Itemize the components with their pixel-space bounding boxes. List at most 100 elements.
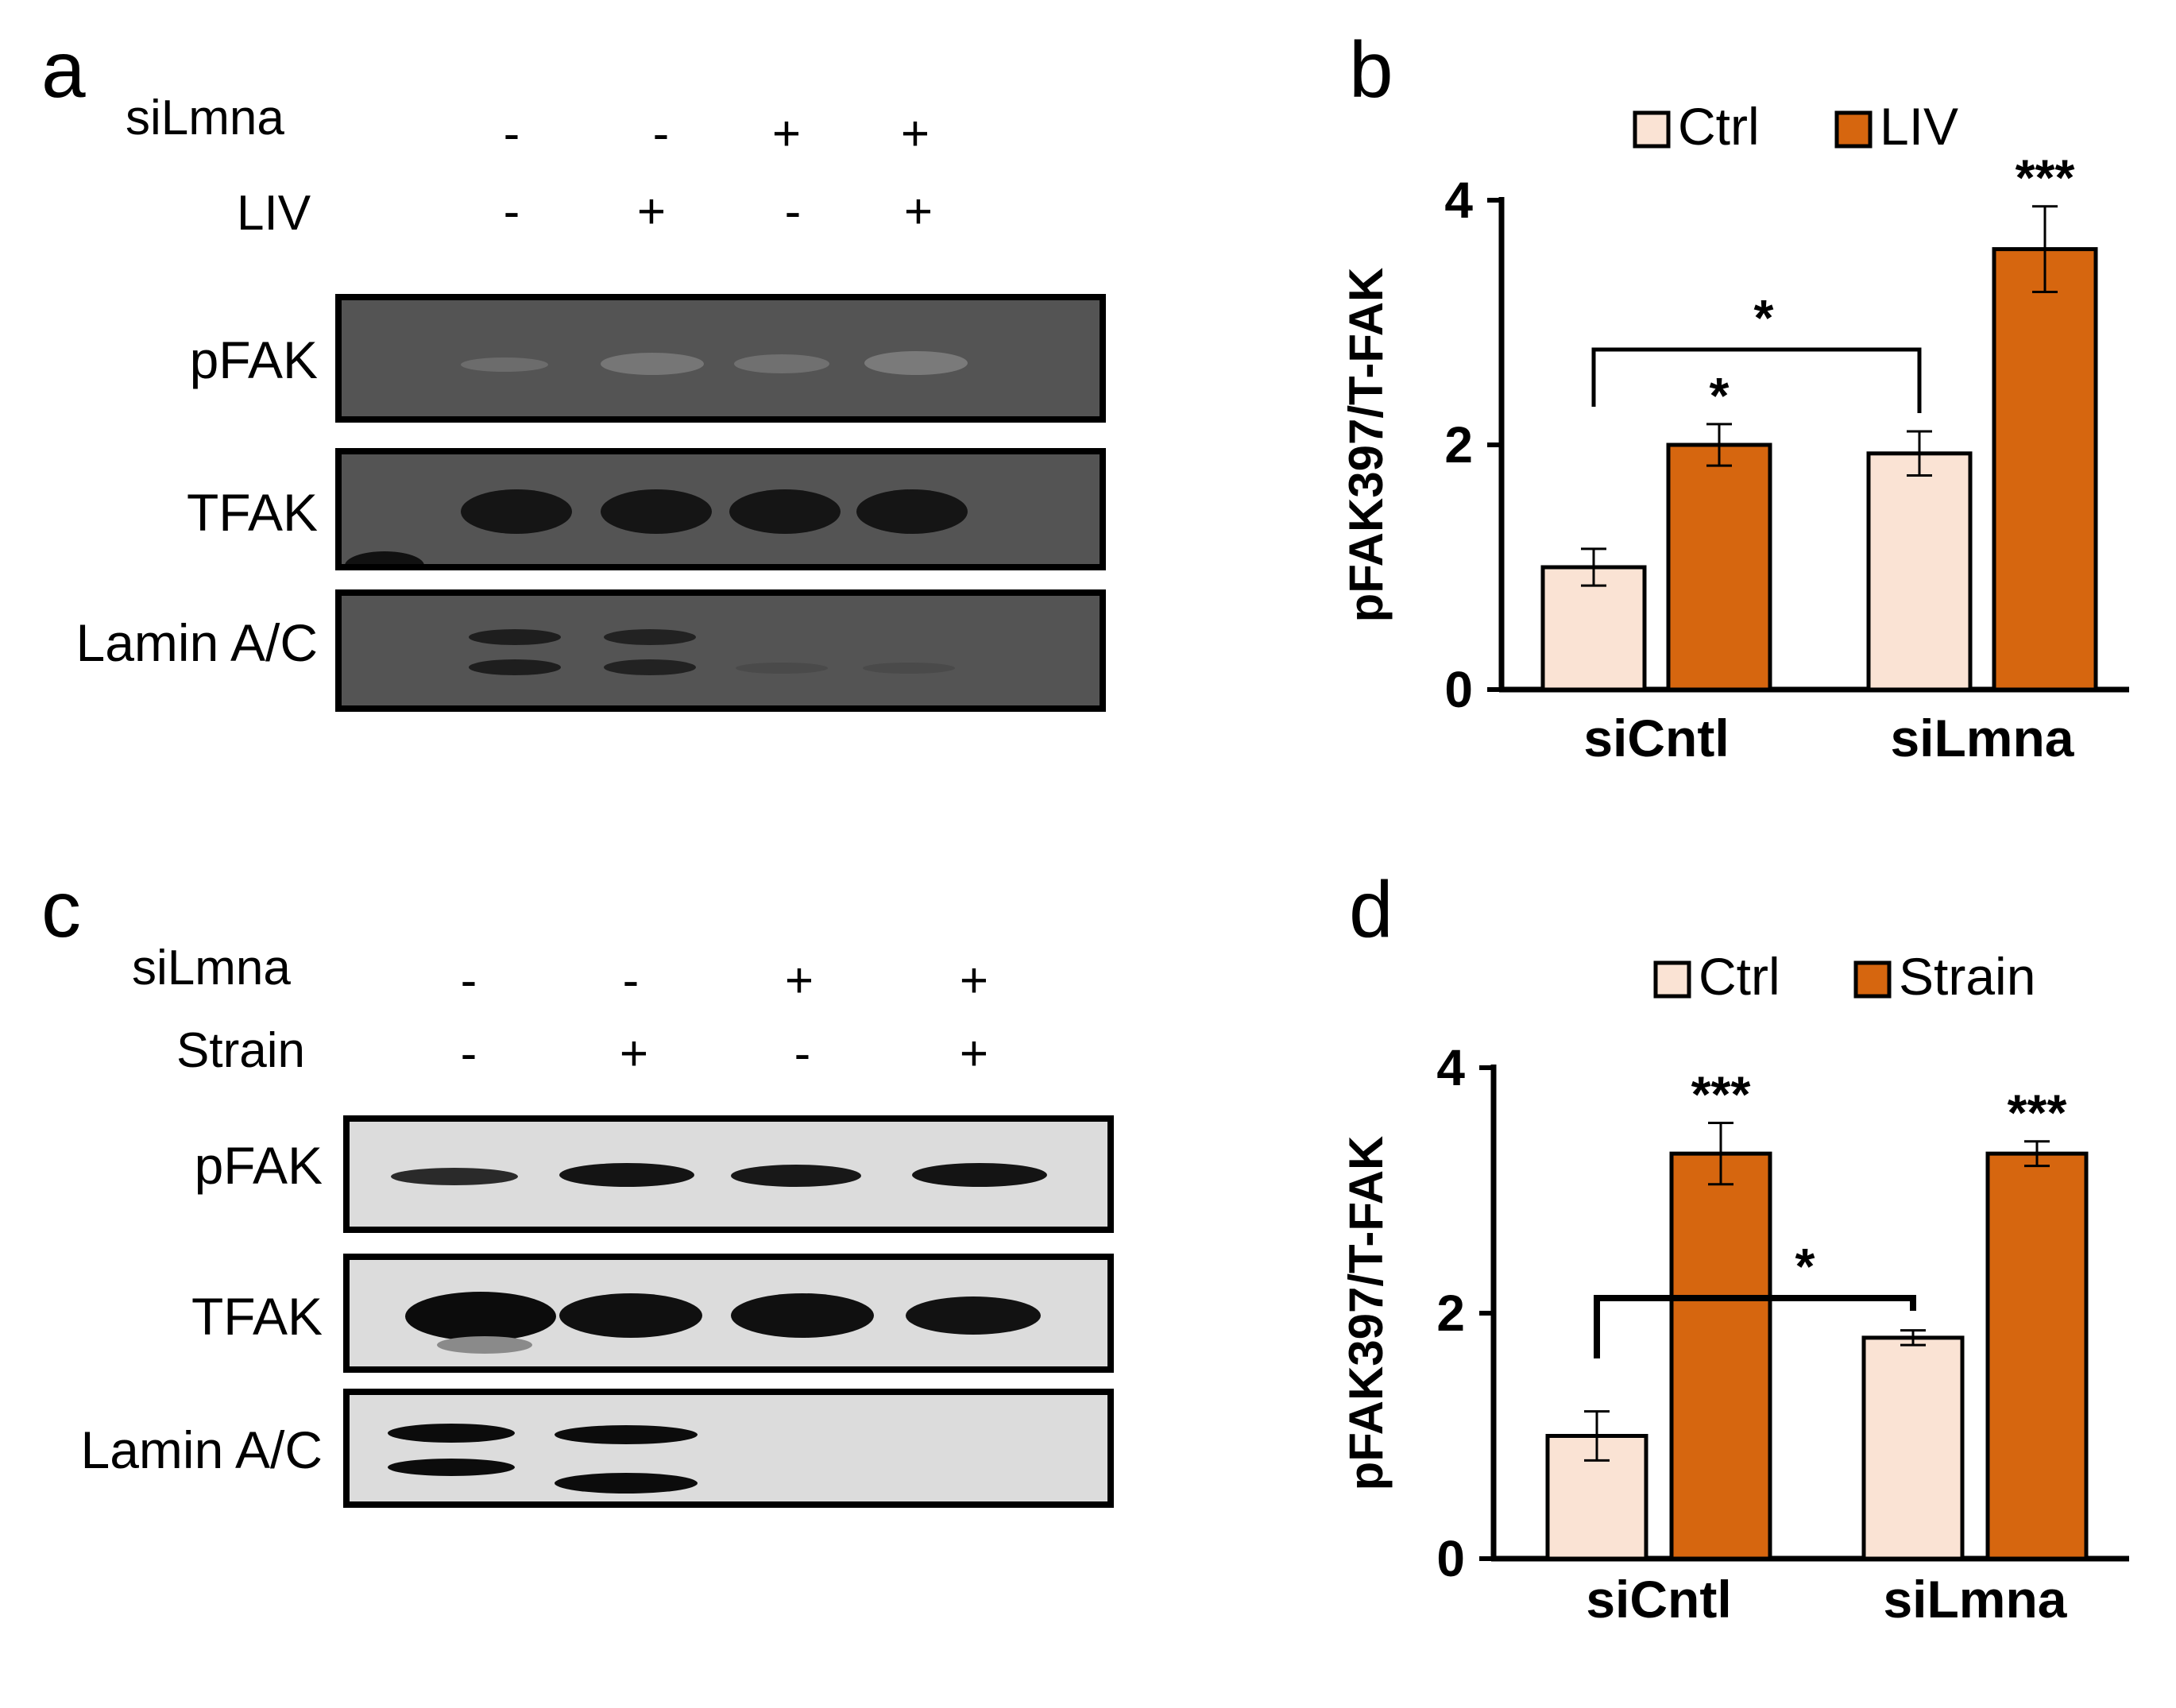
condition-sign: - xyxy=(622,953,640,1008)
blot-label-pfak: pFAK xyxy=(189,330,318,389)
condition-sign: + xyxy=(619,1026,649,1081)
condition-sign: - xyxy=(503,106,520,161)
legend-label: Strain xyxy=(1899,947,2035,1006)
y-tick-label: 4 xyxy=(1444,172,1473,229)
band xyxy=(388,1424,515,1443)
chart-b: Ctrl LIV 0 2 4 pFAK397/T-FAK * siCntl *** siLmna * xyxy=(1339,97,2129,767)
panel-letter-b: b xyxy=(1349,25,1393,114)
panel-letter-d: d xyxy=(1349,865,1393,954)
condition-sign: + xyxy=(959,1026,989,1081)
band xyxy=(856,489,968,534)
legend-label: Ctrl xyxy=(1678,97,1760,156)
bracket-significance-label: * xyxy=(1754,289,1774,346)
band xyxy=(864,351,968,375)
condition-label-silmna: siLmna xyxy=(132,941,291,995)
blot-lamin xyxy=(343,1389,1114,1508)
band xyxy=(912,1163,1047,1187)
blot-tfak xyxy=(343,1254,1114,1373)
band xyxy=(391,1168,518,1185)
x-category-label: siCntl xyxy=(1586,1570,1731,1629)
y-tick-label: 2 xyxy=(1436,1285,1465,1342)
band xyxy=(405,1292,556,1341)
legend-swatch xyxy=(1653,960,1691,999)
x-category-label: siLmna xyxy=(1890,709,2074,767)
condition-sign: - xyxy=(794,1026,811,1081)
blot-tfak xyxy=(335,448,1106,570)
x-category-label: siCntl xyxy=(1583,709,1729,767)
condition-label-silmna: siLmna xyxy=(126,91,284,145)
band xyxy=(555,1425,698,1444)
condition-label-liv: LIV xyxy=(237,186,311,241)
band xyxy=(555,1473,698,1494)
condition-label-strain: Strain xyxy=(176,1023,305,1078)
band xyxy=(731,1293,874,1338)
band xyxy=(736,663,828,674)
band xyxy=(729,489,841,534)
band xyxy=(559,1163,694,1187)
bar xyxy=(1666,442,1772,692)
y-tick-label: 4 xyxy=(1436,1039,1465,1096)
legend-swatch xyxy=(1633,110,1671,149)
bar xyxy=(1992,247,2098,692)
bar xyxy=(1985,1151,2089,1561)
blot-label-lamin: Lamin A/C xyxy=(75,613,318,672)
y-axis-label: pFAK397/T-FAK xyxy=(1339,268,1393,623)
band xyxy=(601,489,712,534)
significance-label: *** xyxy=(2008,1084,2067,1142)
band xyxy=(559,1293,702,1338)
blot-pfak xyxy=(335,294,1106,423)
legend-swatch xyxy=(1853,960,1892,999)
condition-sign: - xyxy=(503,184,520,239)
condition-sign: + xyxy=(784,953,814,1008)
blot-label-pfak: pFAK xyxy=(194,1136,323,1195)
band xyxy=(437,1336,532,1354)
y-tick-label: 2 xyxy=(1444,416,1473,473)
band xyxy=(461,489,572,534)
band xyxy=(469,659,561,675)
blot-lamin xyxy=(335,589,1106,712)
legend-swatch xyxy=(1834,110,1873,149)
comparison-bracket xyxy=(1591,347,1922,413)
band xyxy=(734,354,829,373)
condition-sign: - xyxy=(460,1026,477,1081)
band xyxy=(906,1296,1041,1335)
significance-label: *** xyxy=(2016,149,2075,207)
bar xyxy=(1861,1335,1965,1561)
bracket-significance-label: * xyxy=(1795,1238,1815,1295)
chart-d: Ctrl Strain 0 2 4 pFAK397/T-FAK *** siCntl *** si… xyxy=(1339,947,2129,1629)
panel-letter-a: a xyxy=(41,25,86,114)
legend-label: Ctrl xyxy=(1699,947,1780,1006)
band xyxy=(731,1165,861,1187)
blot-pfak xyxy=(343,1115,1114,1233)
bar xyxy=(1866,451,1973,692)
bar xyxy=(1540,565,1647,692)
condition-sign: - xyxy=(784,184,802,239)
band xyxy=(388,1459,515,1476)
blot-label-tfak: TFAK xyxy=(186,483,318,542)
y-tick-label: 0 xyxy=(1444,661,1473,718)
significance-label: *** xyxy=(1691,1066,1751,1123)
blot-label-tfak: TFAK xyxy=(191,1287,323,1346)
condition-sign: + xyxy=(771,106,802,161)
legend-label: LIV xyxy=(1880,97,1958,156)
y-axis-label: pFAK397/T-FAK xyxy=(1339,1136,1393,1491)
condition-sign: + xyxy=(636,184,667,239)
blot-label-lamin: Lamin A/C xyxy=(80,1420,323,1479)
band xyxy=(461,357,548,372)
band xyxy=(601,353,704,375)
bar xyxy=(1669,1151,1772,1561)
comparison-bracket xyxy=(1594,1295,1916,1358)
condition-sign: - xyxy=(460,953,477,1008)
panel-letter-c: c xyxy=(41,865,81,954)
condition-sign: + xyxy=(903,184,933,239)
band xyxy=(863,663,955,674)
condition-sign: + xyxy=(900,106,930,161)
y-tick-label: 0 xyxy=(1436,1530,1465,1587)
x-category-label: siLmna xyxy=(1883,1570,2067,1629)
condition-sign: + xyxy=(959,953,989,1008)
significance-label: * xyxy=(1710,367,1730,424)
band xyxy=(604,659,696,675)
band xyxy=(604,629,696,645)
condition-sign: - xyxy=(652,106,670,161)
band xyxy=(345,551,424,564)
